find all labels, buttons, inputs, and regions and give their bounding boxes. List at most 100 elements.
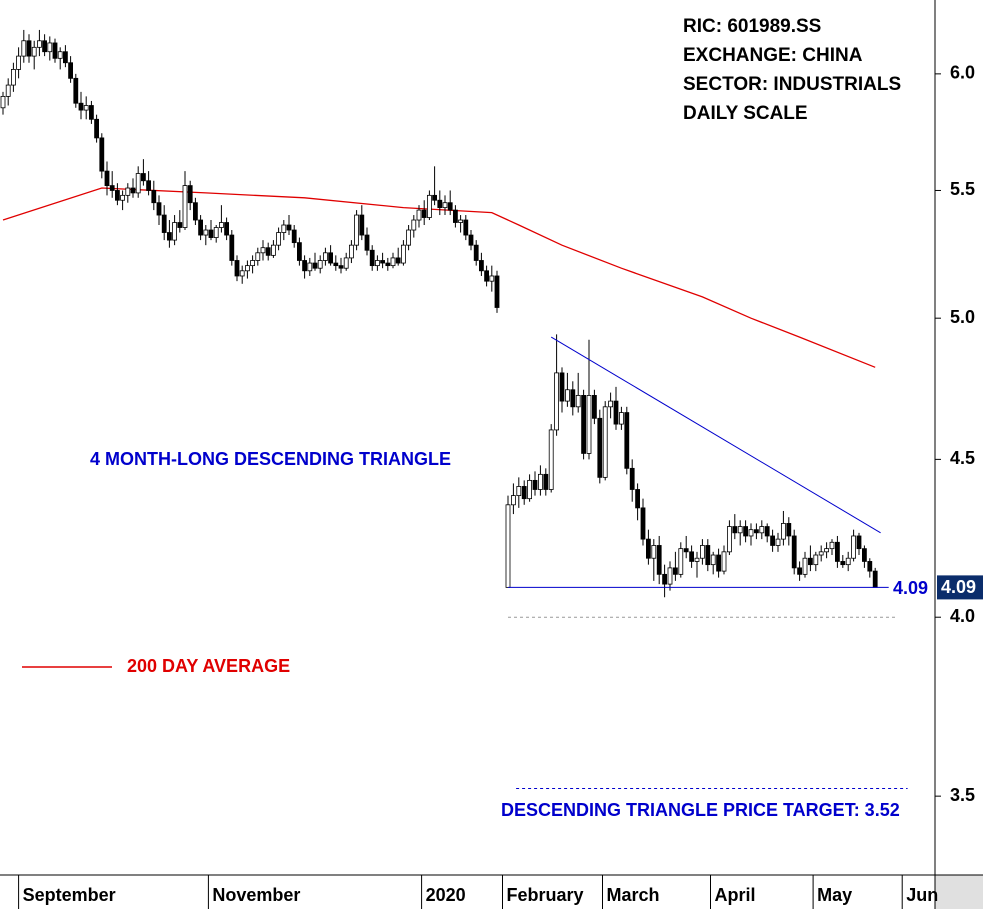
y-tick-label: 5.5 <box>950 179 975 199</box>
candle-body <box>83 105 89 111</box>
candle-body <box>52 42 58 59</box>
candle-body <box>99 137 105 172</box>
candle-body <box>291 229 297 244</box>
candle-body <box>797 567 802 575</box>
candle-body <box>770 535 775 546</box>
y-tick-label: 5.0 <box>950 307 975 327</box>
candle-body <box>494 275 500 308</box>
candle-body <box>538 473 543 490</box>
candle-body <box>829 541 835 550</box>
candle-body <box>635 489 640 509</box>
candle-body <box>120 194 125 201</box>
candle-body <box>559 372 565 402</box>
candle-body <box>156 202 162 216</box>
candle-body <box>840 561 846 566</box>
moving-average-line <box>2 187 876 368</box>
candle-body <box>125 187 131 196</box>
candle-body <box>835 541 840 562</box>
candle-body <box>270 244 276 256</box>
candle-body <box>94 118 99 139</box>
candle-body <box>317 260 323 269</box>
candle-body <box>348 244 354 259</box>
candle-body <box>411 219 417 231</box>
candle-body <box>250 260 256 267</box>
candle-body <box>791 535 797 569</box>
info-line: SECTOR: INDUSTRIALS <box>683 74 901 95</box>
candle-body <box>166 232 172 241</box>
candle-body <box>146 180 152 191</box>
candle-body <box>322 252 328 261</box>
candle-body <box>151 190 157 204</box>
candle-body <box>26 40 32 57</box>
candle-body <box>421 209 427 218</box>
candle-body <box>468 234 474 246</box>
candle-body <box>333 262 339 267</box>
candle-body <box>302 260 308 272</box>
candle-body <box>754 529 759 534</box>
candle-body <box>651 545 657 559</box>
candle-body <box>851 535 856 559</box>
last-price-box <box>937 575 983 600</box>
candle-body <box>0 95 6 109</box>
candle-body <box>229 234 235 261</box>
candle-body <box>172 222 178 241</box>
candle-body <box>721 551 727 572</box>
candle-body <box>354 214 360 246</box>
candle-body <box>473 244 479 261</box>
candle-body <box>115 190 120 201</box>
candle-body <box>78 102 84 111</box>
candle-body <box>437 199 443 209</box>
x-tick-label: November <box>212 885 300 905</box>
candle-body <box>338 265 344 269</box>
candle-body <box>856 535 862 550</box>
candle-body <box>808 557 813 566</box>
candle-body <box>286 224 292 231</box>
candle-body <box>390 257 396 267</box>
candle-body <box>296 242 302 261</box>
candle-body <box>705 545 711 566</box>
candle-body <box>489 275 495 282</box>
candle-body <box>432 194 438 201</box>
candle-body <box>343 257 349 269</box>
candle-body <box>109 185 115 191</box>
candle-body <box>802 557 808 575</box>
candle-body <box>727 526 732 553</box>
candle-body <box>406 229 412 246</box>
pattern-annotation: 4 MONTH-LONG DESCENDING TRIANGLE <box>90 449 451 469</box>
candle-body <box>737 526 743 534</box>
candle-body <box>442 202 448 209</box>
candle-body <box>694 557 700 562</box>
candle-body <box>872 570 878 588</box>
candle-body <box>16 55 22 70</box>
candle-body <box>786 523 792 537</box>
candle-body <box>521 486 527 500</box>
candle-body <box>732 526 738 534</box>
candle-body <box>510 495 516 506</box>
candle-body <box>867 561 873 572</box>
candle-body <box>31 46 37 57</box>
candle-body <box>640 507 646 540</box>
candle-body <box>89 105 94 120</box>
candle-body <box>629 467 635 490</box>
candle-body <box>452 209 458 223</box>
y-tick-label: 3.5 <box>950 785 975 805</box>
candle-body <box>239 270 245 277</box>
candle-body <box>380 260 386 264</box>
candle-body <box>548 429 554 490</box>
candle-body <box>359 214 365 236</box>
candle-body <box>255 252 261 261</box>
candle-body <box>161 214 167 233</box>
candle-body <box>602 406 608 478</box>
candle-body <box>395 257 401 264</box>
support-label: 4.09 <box>893 578 928 598</box>
candle-body <box>759 526 765 534</box>
candle-body <box>656 545 662 575</box>
candle-body <box>586 395 592 454</box>
candle-body <box>862 548 867 562</box>
x-tick-label: February <box>507 885 584 905</box>
trend-line <box>550 336 881 534</box>
candle-body <box>575 395 581 408</box>
candle-body <box>570 389 576 408</box>
candle-body <box>683 548 689 553</box>
candle-body <box>478 260 484 272</box>
